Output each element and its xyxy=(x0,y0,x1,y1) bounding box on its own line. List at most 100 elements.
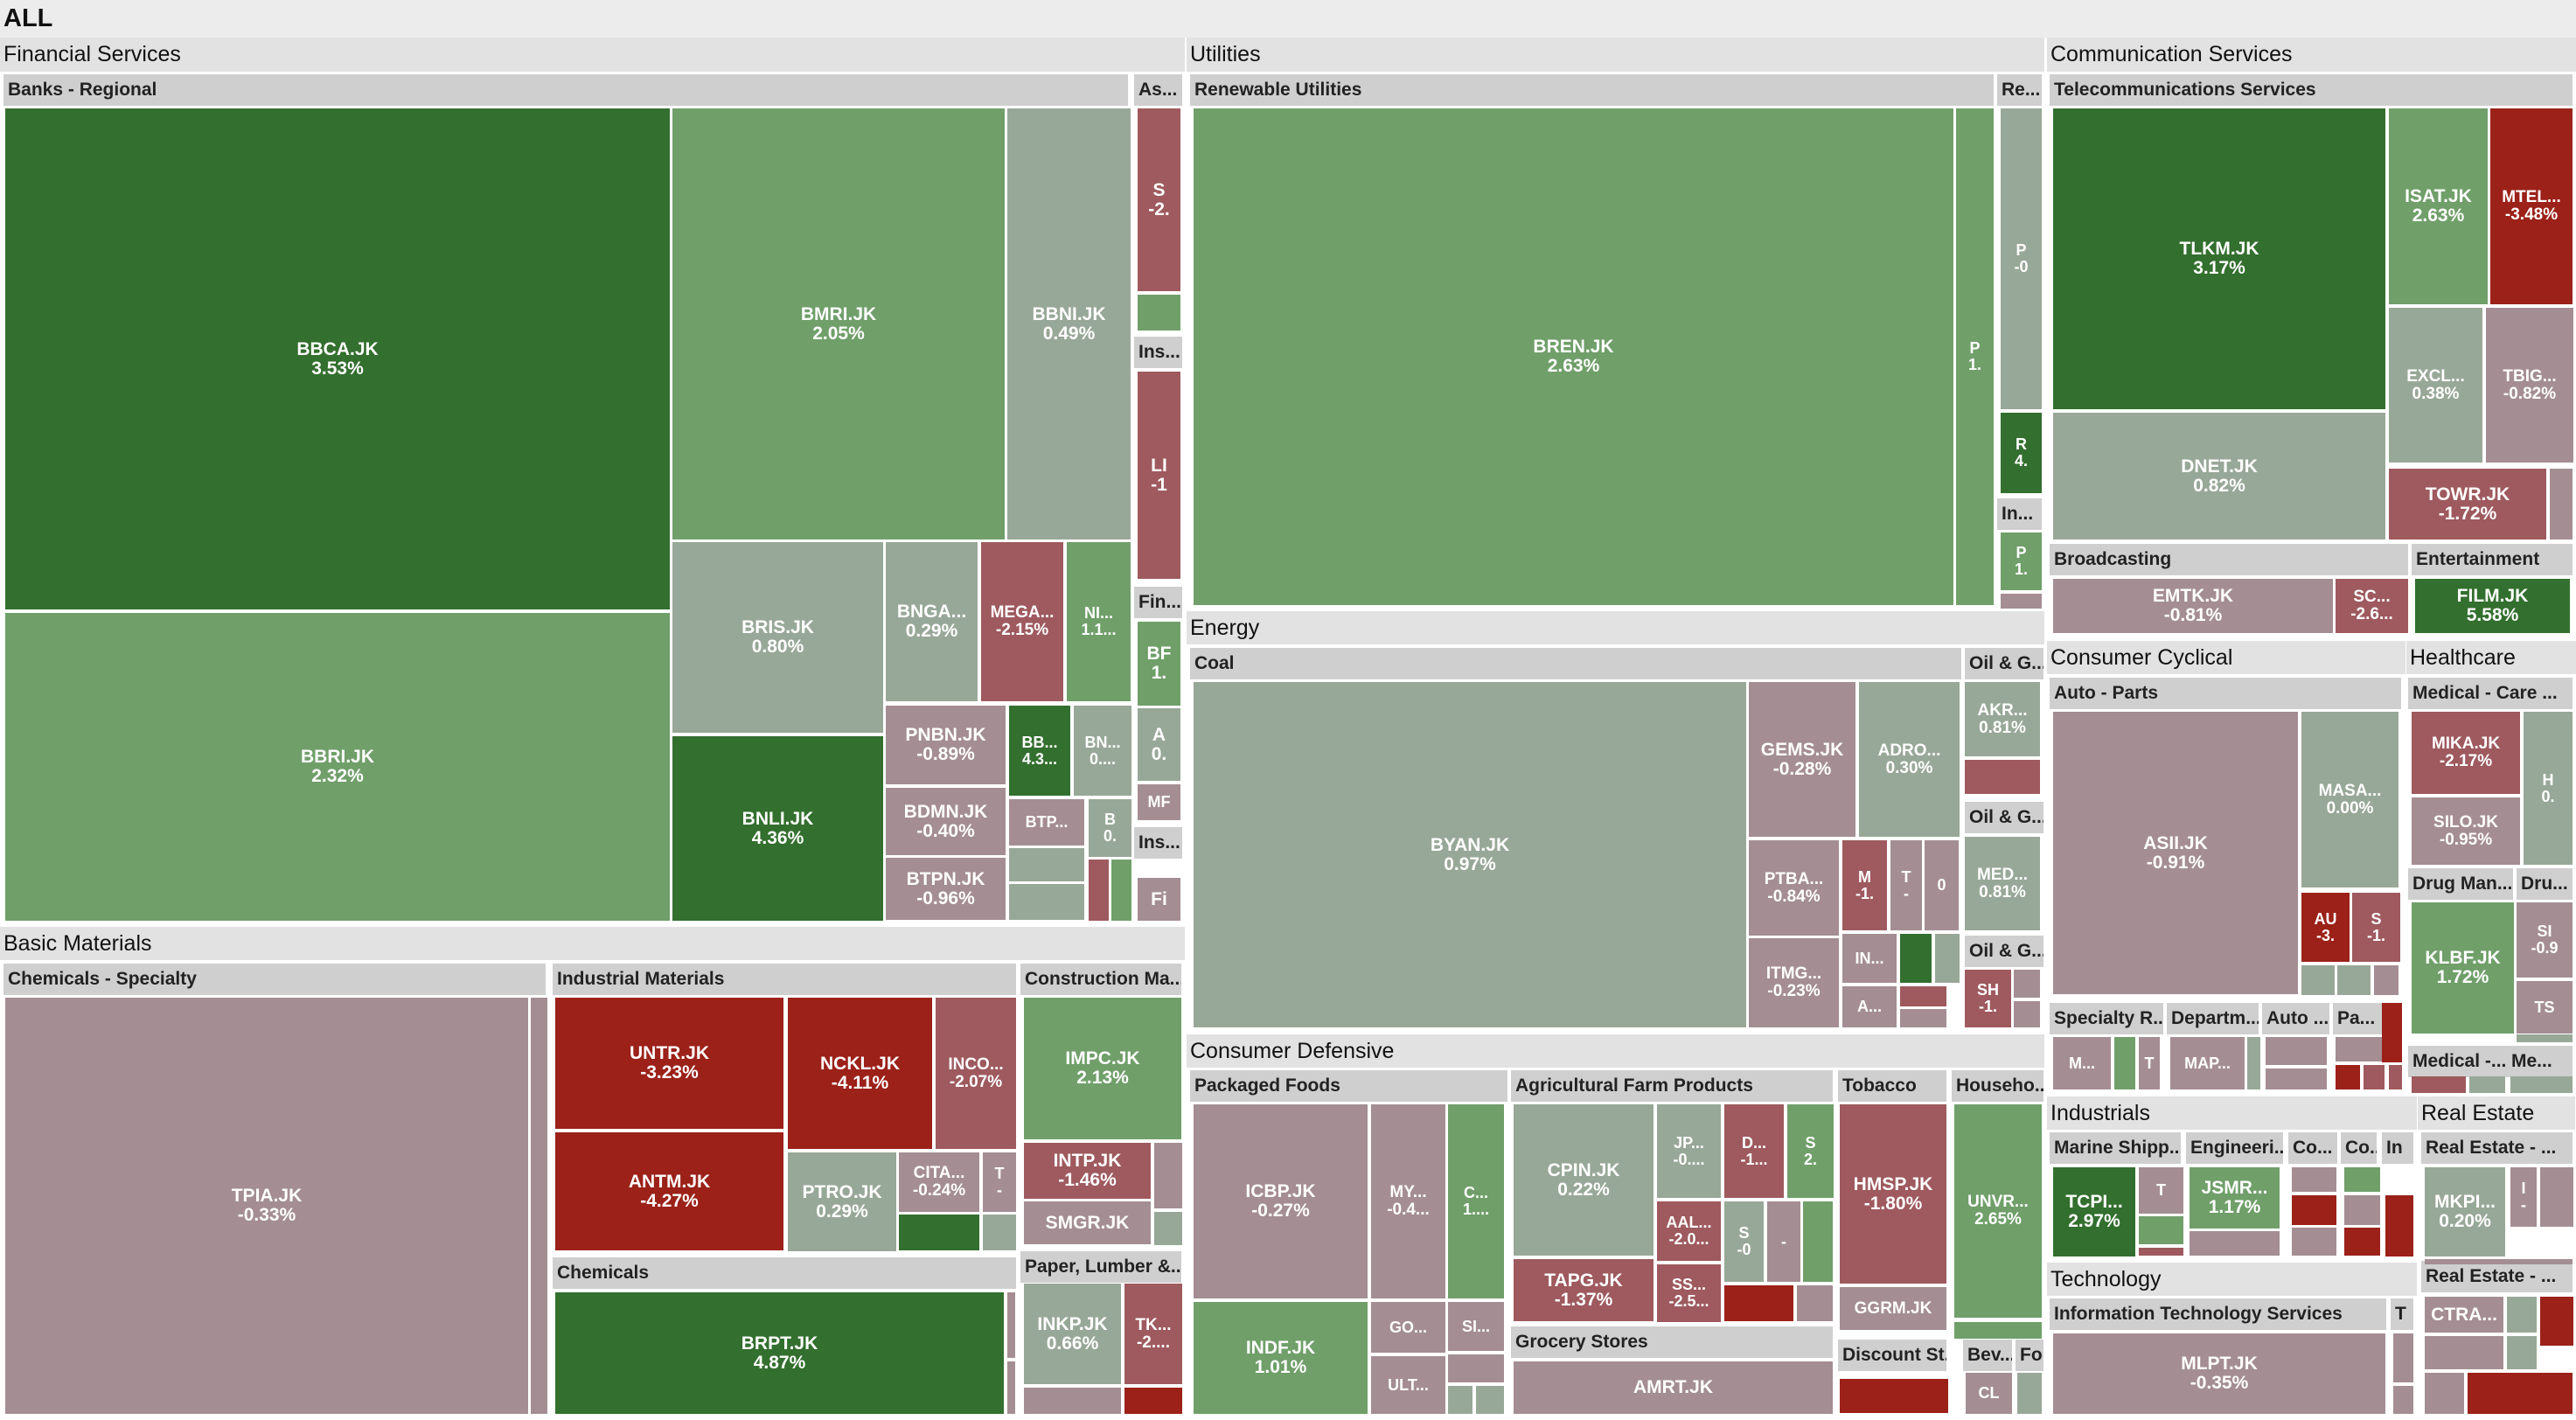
treemap-cell-unlabeled[interactable] xyxy=(2425,1373,2464,1414)
treemap-cell-unlabeled[interactable] xyxy=(2190,1231,2280,1256)
treemap-cell[interactable]: A... xyxy=(1842,986,1897,1027)
treemap-cell-unlabeled[interactable] xyxy=(2517,1034,2573,1042)
treemap-cell-unlabeled[interactable] xyxy=(2540,1167,2573,1227)
treemap-cell[interactable]: ANTM.JK -4.27% xyxy=(555,1132,783,1250)
treemap-cell-unlabeled[interactable] xyxy=(2385,1195,2413,1256)
treemap-cell[interactable]: GO... xyxy=(1371,1302,1445,1353)
treemap-cell[interactable]: GEMS.JK -0.28% xyxy=(1749,682,1855,837)
treemap-cell-unlabeled[interactable] xyxy=(2344,1167,2380,1192)
treemap-cell[interactable]: KLBF.JK 1.72% xyxy=(2412,902,2514,1034)
treemap-cell[interactable]: TOWR.JK -1.72% xyxy=(2389,469,2546,539)
treemap-cell-unlabeled[interactable] xyxy=(2336,1065,2360,1089)
treemap-cell-unlabeled[interactable] xyxy=(1840,1379,1948,1413)
treemap-cell-unlabeled[interactable] xyxy=(1154,1143,1182,1208)
treemap-cell[interactable]: BBCA.JK 3.53% xyxy=(5,108,670,609)
treemap-cell[interactable]: T xyxy=(2139,1167,2183,1214)
treemap-cell[interactable]: ULT... xyxy=(1371,1356,1445,1414)
treemap-cell[interactable]: JSMR... 1.17% xyxy=(2190,1167,2280,1229)
treemap-cell-unlabeled[interactable] xyxy=(2550,469,2573,539)
treemap-cell[interactable]: BMRI.JK 2.05% xyxy=(672,108,1005,539)
treemap-cell[interactable]: JP... -0.... xyxy=(1657,1104,1721,1198)
treemap-cell-unlabeled[interactable] xyxy=(2014,970,2040,998)
treemap-cell-unlabeled[interactable] xyxy=(2425,1336,2503,1369)
treemap-cell-unlabeled[interactable] xyxy=(1007,1361,1015,1414)
treemap-cell-unlabeled[interactable] xyxy=(1009,848,1084,881)
treemap-cell[interactable]: INCO... -2.07% xyxy=(936,998,1016,1149)
treemap-cell-unlabeled[interactable] xyxy=(2507,1336,2537,1369)
treemap-cell-unlabeled[interactable] xyxy=(1797,1285,1833,1321)
treemap-cell[interactable]: H 0. xyxy=(2524,712,2573,865)
treemap-cell[interactable]: BN... 0.... xyxy=(1074,706,1131,796)
treemap-cell[interactable]: ICBP.JK -0.27% xyxy=(1194,1104,1368,1298)
treemap-cell[interactable]: MTEL... -3.48% xyxy=(2490,108,2573,304)
treemap-cell[interactable]: LI -1 xyxy=(1138,372,1180,579)
treemap-cell[interactable]: SI... xyxy=(1448,1302,1504,1351)
treemap-cell[interactable]: S -2. xyxy=(1138,108,1180,291)
treemap-cell[interactable]: IMPC.JK 2.13% xyxy=(1024,998,1181,1139)
treemap-cell[interactable]: Fi xyxy=(1138,878,1180,921)
treemap-cell[interactable]: UNVR... 2.65% xyxy=(1954,1104,2042,1318)
treemap-cell[interactable]: CITA... -0.24% xyxy=(899,1152,979,1212)
treemap-cell[interactable]: BNLI.JK 4.36% xyxy=(672,736,883,921)
treemap-cell[interactable]: TPIA.JK -0.33% xyxy=(5,998,528,1414)
treemap-cell-unlabeled[interactable] xyxy=(2364,1065,2385,1089)
treemap-cell[interactable]: PTBA... -0.84% xyxy=(1749,840,1839,936)
treemap-cell-unlabeled[interactable] xyxy=(2425,1259,2573,1264)
treemap-cell-unlabeled[interactable] xyxy=(2014,1001,2040,1027)
treemap-cell-unlabeled[interactable] xyxy=(2001,594,2042,609)
treemap-cell[interactable]: T xyxy=(2139,1037,2160,1089)
treemap-cell[interactable]: BF 1. xyxy=(1138,622,1180,706)
treemap-cell-unlabeled[interactable] xyxy=(2336,1037,2385,1062)
treemap-cell[interactable]: BNGA... 0.29% xyxy=(886,542,978,701)
treemap-cell[interactable]: NI... 1.1... xyxy=(1067,542,1131,701)
treemap-cell-unlabeled[interactable] xyxy=(2114,1037,2135,1089)
treemap-cell[interactable]: INDF.JK 1.01% xyxy=(1194,1302,1368,1414)
treemap-cell[interactable]: DNET.JK 0.82% xyxy=(2053,413,2385,539)
treemap-cell[interactable]: TBIG... -0.82% xyxy=(2486,308,2573,463)
treemap-cell[interactable]: PNBN.JK -0.89% xyxy=(886,706,1006,784)
treemap-cell[interactable]: SILO.JK -0.95% xyxy=(2412,797,2520,865)
treemap-cell-unlabeled[interactable] xyxy=(1124,1388,1182,1414)
treemap-cell-unlabeled[interactable] xyxy=(1803,1201,1833,1282)
treemap-cell-unlabeled[interactable] xyxy=(1154,1212,1182,1245)
treemap-cell[interactable]: SI -0.9 xyxy=(2517,902,2573,978)
treemap-cell-unlabeled[interactable] xyxy=(2469,1076,2505,1093)
treemap-cell-unlabeled[interactable] xyxy=(1448,1386,1472,1414)
treemap-cell-unlabeled[interactable] xyxy=(1448,1354,1504,1382)
treemap-cell[interactable]: SS... -2.5... xyxy=(1657,1264,1721,1322)
treemap-cell-unlabeled[interactable] xyxy=(1900,986,1946,1006)
treemap-cell[interactable]: MKPI... 0.20% xyxy=(2425,1167,2505,1256)
treemap-cell[interactable]: MY... -0.4... xyxy=(1371,1104,1445,1298)
treemap-cell-unlabeled[interactable] xyxy=(1724,1285,1793,1321)
treemap-cell[interactable]: C... 1.... xyxy=(1448,1104,1504,1298)
treemap-cell[interactable]: 0 xyxy=(1925,840,1959,930)
treemap-cell[interactable]: D... -1... xyxy=(1724,1104,1784,1198)
treemap-cell[interactable]: A 0. xyxy=(1138,708,1180,781)
treemap-cell[interactable]: - xyxy=(1767,1201,1800,1282)
treemap-cell[interactable]: ISAT.JK 2.63% xyxy=(2389,108,2488,304)
treemap-cell[interactable]: INKP.JK 0.66% xyxy=(1024,1284,1121,1384)
treemap-cell-unlabeled[interactable] xyxy=(2337,965,2371,995)
treemap-cell[interactable]: TCPI... 2.97% xyxy=(2053,1167,2135,1256)
treemap-cell[interactable]: S -1. xyxy=(2352,893,2400,962)
treemap-cell[interactable]: B 0. xyxy=(1089,799,1131,857)
treemap-cell-unlabeled[interactable] xyxy=(2510,1076,2573,1093)
treemap-cell[interactable]: SH -1. xyxy=(1965,970,2011,1027)
treemap-cell-unlabeled[interactable] xyxy=(2247,1037,2260,1089)
treemap-cell-unlabeled[interactable] xyxy=(899,1215,979,1250)
treemap-cell[interactable]: T- xyxy=(1890,840,1922,930)
treemap-cell[interactable]: BBRI.JK 2.32% xyxy=(5,613,670,921)
treemap-cell[interactable]: FILM.JK 5.58% xyxy=(2415,579,2570,633)
treemap-cell[interactable]: M -1. xyxy=(1842,840,1887,930)
treemap-cell-unlabeled[interactable] xyxy=(1965,760,2040,794)
treemap-cell[interactable]: AAL... -2.0... xyxy=(1657,1201,1721,1261)
treemap-cell[interactable]: SC... -2.6... xyxy=(2336,579,2408,633)
treemap-cell[interactable]: AU -3. xyxy=(2301,893,2350,962)
treemap-cell[interactable]: MF xyxy=(1138,784,1180,820)
treemap-cell-unlabeled[interactable] xyxy=(2389,1065,2402,1089)
treemap-cell[interactable]: UNTR.JK -3.23% xyxy=(555,998,783,1129)
treemap-cell-unlabeled[interactable] xyxy=(2540,1297,2573,1346)
treemap-cell[interactable]: MED... 0.81% xyxy=(1965,837,2040,930)
treemap-cell-unlabeled[interactable] xyxy=(2412,1076,2466,1093)
treemap-cell-unlabeled[interactable] xyxy=(2393,1333,2413,1382)
